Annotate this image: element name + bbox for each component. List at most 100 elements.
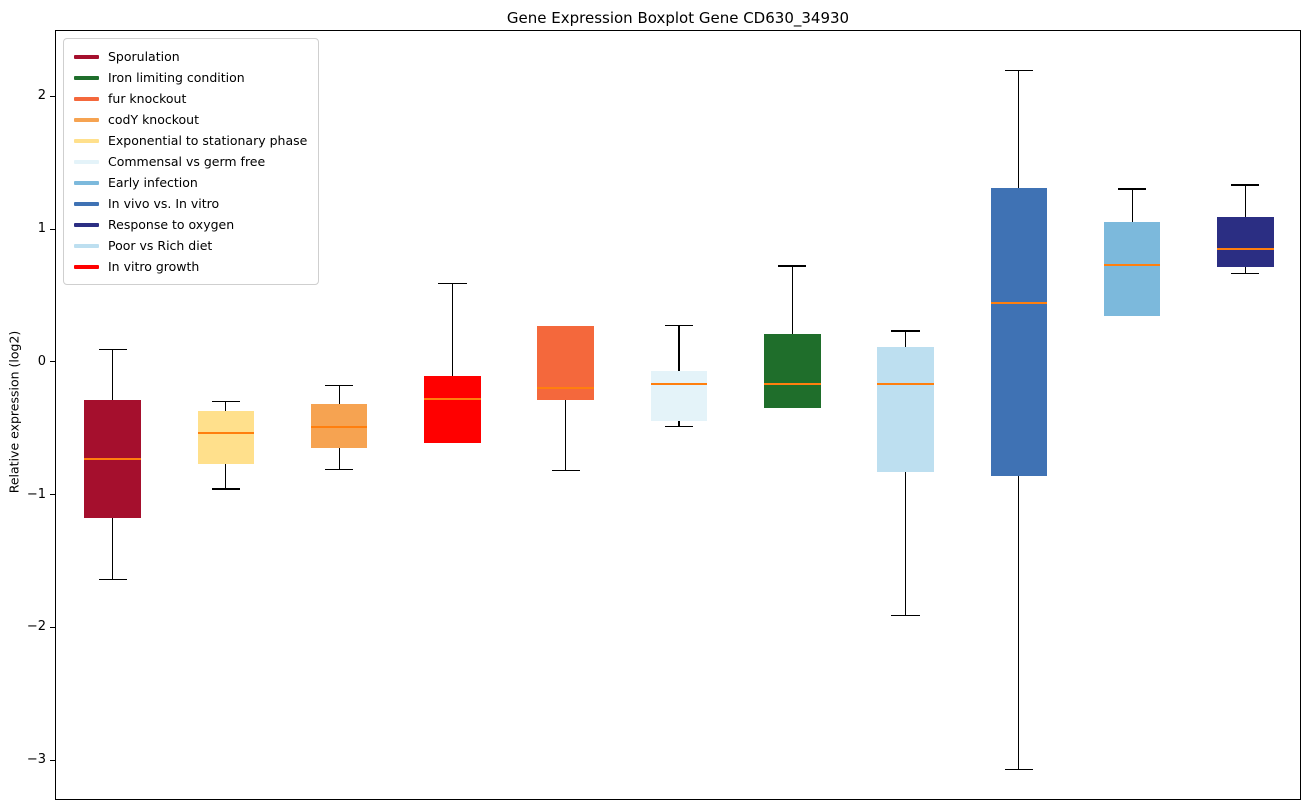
whisker-line <box>225 401 227 411</box>
box-rect <box>1217 216 1274 268</box>
whisker-line <box>1244 267 1246 274</box>
whisker-line <box>451 283 454 377</box>
whisker-cap <box>211 400 241 402</box>
y-tick-label: −3 <box>26 752 46 768</box>
y-tick-mark <box>50 95 55 97</box>
whisker-line <box>112 349 114 400</box>
median-line <box>650 383 708 386</box>
median-line <box>537 387 594 390</box>
legend-color-swatch <box>74 264 99 269</box>
legend-color-swatch <box>74 117 99 122</box>
whisker-line <box>225 463 227 489</box>
whisker-cap <box>325 468 354 470</box>
whisker-cap <box>325 384 354 387</box>
y-tick-mark <box>50 759 55 761</box>
legend-item: Poor vs Rich diet <box>74 235 307 256</box>
y-tick-label: −2 <box>26 619 46 635</box>
whisker-cap <box>98 349 127 351</box>
legend-item: In vitro growth <box>74 256 307 277</box>
legend-color-swatch <box>74 222 99 227</box>
whisker-line <box>1131 189 1133 223</box>
boxes-layer <box>56 31 1300 799</box>
y-tick-mark <box>50 494 55 496</box>
legend-item-label: Exponential to stationary phase <box>108 133 308 148</box>
whisker-line <box>791 266 793 334</box>
box-rect <box>990 187 1048 476</box>
legend-item-label: In vitro growth <box>108 259 200 274</box>
legend-item-label: Response to oxygen <box>108 217 235 232</box>
plot-area: Sporulation Iron limiting condition fur kn… <box>55 30 1301 800</box>
legend-item-label: Early infection <box>108 175 198 190</box>
legend-item: Sporulation <box>74 46 307 67</box>
box-rect <box>197 410 255 464</box>
whisker-cap <box>778 265 807 267</box>
whisker-cap <box>1004 768 1033 770</box>
median-line <box>764 383 821 386</box>
median-line <box>197 432 255 435</box>
median-line <box>1217 247 1274 250</box>
y-tick-label: −1 <box>26 486 46 502</box>
whisker-cap <box>1004 70 1033 72</box>
legend-item: fur knockout <box>74 88 307 109</box>
box-rect <box>650 370 708 422</box>
whisker-cap <box>891 614 920 616</box>
box-rect <box>764 333 821 408</box>
whisker-cap <box>211 488 241 490</box>
median-line <box>310 425 368 428</box>
whisker-line <box>1018 70 1020 188</box>
legend-color-swatch <box>74 243 99 248</box>
legend-item: Response to oxygen <box>74 214 307 235</box>
legend-color-swatch <box>74 96 99 101</box>
whisker-cap <box>1231 273 1260 275</box>
legend-item: In vivo vs. In vitro <box>74 193 307 214</box>
legend-item-label: In vivo vs. In vitro <box>108 196 220 211</box>
legend-item-label: codY knockout <box>108 112 200 127</box>
whisker-cap <box>1231 184 1260 186</box>
whisker-line <box>338 385 340 405</box>
legend-item: Early infection <box>74 172 307 193</box>
whisker-line <box>1018 475 1020 770</box>
box-rect <box>877 347 934 472</box>
whisker-line <box>112 518 114 580</box>
y-tick-label: 1 <box>37 221 46 237</box>
legend-item: Commensal vs germ free <box>74 151 307 172</box>
median-line <box>424 397 481 400</box>
whisker-line <box>904 331 907 347</box>
legend-item: Exponential to stationary phase <box>74 130 307 151</box>
legend-item-label: fur knockout <box>108 91 187 106</box>
legend: Sporulation Iron limiting condition fur kn… <box>63 38 320 285</box>
legend-color-swatch <box>74 138 99 143</box>
y-tick-mark <box>50 361 55 363</box>
legend-color-swatch <box>74 159 99 164</box>
legend-item-label: Commensal vs germ free <box>108 154 266 169</box>
legend-item-label: Poor vs Rich diet <box>108 238 213 253</box>
y-tick-label: 0 <box>37 353 46 369</box>
whisker-cap <box>1117 188 1147 190</box>
box-rect <box>424 376 481 443</box>
whisker-line <box>678 421 680 427</box>
whisker-cap <box>664 325 694 327</box>
whisker-line <box>1244 185 1246 217</box>
median-line <box>84 457 141 460</box>
whisker-line <box>565 400 567 471</box>
whisker-cap <box>551 469 580 471</box>
legend-item-label: Sporulation <box>108 49 180 64</box>
median-line <box>1103 263 1161 266</box>
legend-item: codY knockout <box>74 109 307 130</box>
whisker-cap <box>438 282 467 284</box>
legend-item-label: Iron limiting condition <box>108 70 245 85</box>
y-tick-label: 2 <box>37 88 46 104</box>
y-tick-mark <box>50 228 55 230</box>
whisker-line <box>338 447 340 470</box>
chart-title: Gene Expression Boxplot Gene CD630_34930 <box>506 9 850 27</box>
legend-color-swatch <box>74 201 99 206</box>
legend-color-swatch <box>74 54 99 59</box>
whisker-line <box>678 325 680 371</box>
whisker-cap <box>891 330 920 332</box>
whisker-line <box>904 471 907 616</box>
median-line <box>877 383 934 386</box>
whisker-cap <box>98 578 127 580</box>
legend-color-swatch <box>74 180 99 185</box>
